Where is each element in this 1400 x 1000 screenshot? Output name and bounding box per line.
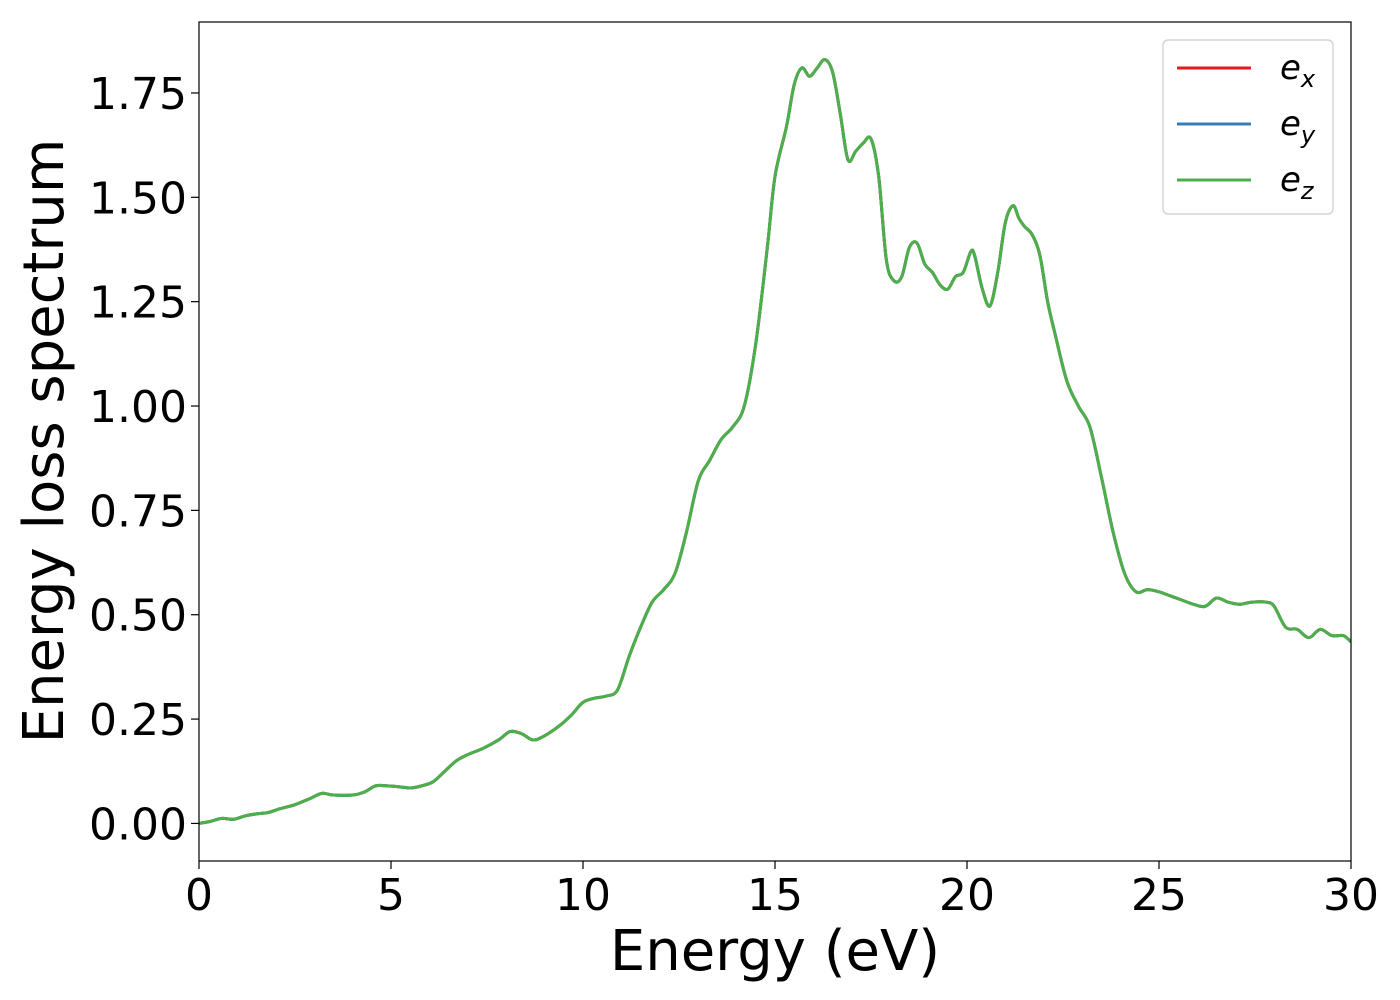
legend-box bbox=[1162, 39, 1334, 215]
x-tick-label: 25 bbox=[1131, 870, 1187, 921]
y-axis-title: Energy loss spectrum bbox=[12, 139, 77, 744]
plot-lines bbox=[199, 58, 1351, 825]
y-tick-label: 1.00 bbox=[89, 382, 187, 433]
legend-label: ex bbox=[1280, 48, 1316, 93]
x-tick-label: 15 bbox=[747, 870, 803, 921]
x-tick-label: 30 bbox=[1323, 870, 1379, 921]
legend-label: ey bbox=[1280, 104, 1316, 149]
y-tick-label: 1.75 bbox=[89, 69, 187, 120]
y-axis: 0.00 0.25 0.50 0.75 1.00 1.25 1.50 1.75 bbox=[89, 69, 199, 850]
y-tick-label: 1.50 bbox=[89, 173, 187, 224]
x-tick-label: 10 bbox=[555, 870, 611, 921]
y-tick-label: 1.25 bbox=[89, 278, 187, 329]
x-axis: 0 5 10 15 20 25 30 bbox=[185, 861, 1379, 921]
y-tick-label: 0.00 bbox=[89, 799, 187, 850]
y-tick-label: 0.25 bbox=[89, 695, 187, 746]
legend: ex ey ez bbox=[1162, 39, 1334, 215]
y-tick-label: 0.50 bbox=[89, 591, 187, 642]
series-line-ez bbox=[199, 58, 1351, 825]
legend-label: ez bbox=[1280, 160, 1315, 205]
x-tick-label: 20 bbox=[939, 870, 995, 921]
y-tick-label: 0.75 bbox=[89, 486, 187, 537]
x-tick-label: 0 bbox=[185, 870, 213, 921]
x-tick-label: 5 bbox=[377, 870, 405, 921]
x-axis-title: Energy (eV) bbox=[610, 919, 940, 984]
